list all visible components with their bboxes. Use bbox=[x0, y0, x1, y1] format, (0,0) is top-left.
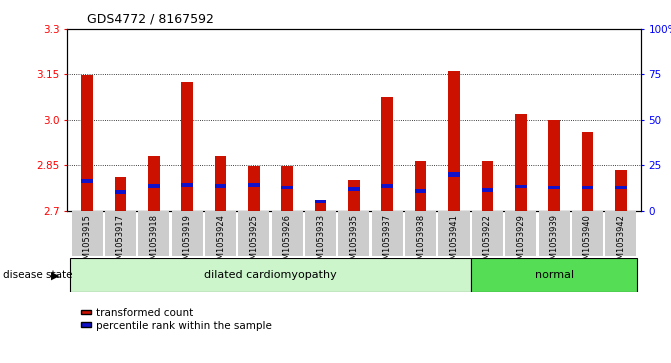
Text: GSM1053929: GSM1053929 bbox=[516, 214, 525, 270]
Text: GSM1053940: GSM1053940 bbox=[583, 214, 592, 270]
Text: transformed count: transformed count bbox=[96, 308, 193, 318]
Bar bbox=[181, 183, 193, 187]
Text: GSM1053917: GSM1053917 bbox=[116, 214, 125, 270]
Text: GSM1053938: GSM1053938 bbox=[416, 214, 425, 270]
Bar bbox=[348, 187, 360, 191]
Text: GSM1053937: GSM1053937 bbox=[383, 214, 392, 270]
Bar bbox=[215, 156, 226, 211]
FancyBboxPatch shape bbox=[438, 211, 470, 256]
Text: GSM1053935: GSM1053935 bbox=[350, 214, 358, 270]
FancyBboxPatch shape bbox=[105, 211, 136, 256]
Text: GSM1053941: GSM1053941 bbox=[450, 214, 458, 270]
Bar bbox=[248, 166, 260, 211]
FancyBboxPatch shape bbox=[70, 258, 470, 292]
Bar bbox=[482, 160, 493, 211]
Text: GSM1053924: GSM1053924 bbox=[216, 214, 225, 270]
Bar bbox=[548, 120, 560, 211]
Bar bbox=[615, 170, 627, 211]
FancyBboxPatch shape bbox=[338, 211, 370, 256]
FancyBboxPatch shape bbox=[205, 211, 236, 256]
Bar bbox=[181, 82, 193, 211]
Text: dilated cardiomyopathy: dilated cardiomyopathy bbox=[204, 270, 337, 280]
Text: GSM1053915: GSM1053915 bbox=[83, 214, 92, 270]
Bar bbox=[148, 184, 160, 188]
FancyBboxPatch shape bbox=[172, 211, 203, 256]
FancyBboxPatch shape bbox=[572, 211, 603, 256]
Bar bbox=[548, 186, 560, 189]
Bar bbox=[148, 156, 160, 211]
Text: normal: normal bbox=[535, 270, 574, 280]
Bar bbox=[582, 132, 593, 211]
Text: GSM1053919: GSM1053919 bbox=[183, 214, 192, 270]
Bar bbox=[382, 184, 393, 188]
FancyBboxPatch shape bbox=[272, 211, 303, 256]
Text: ▶: ▶ bbox=[50, 270, 59, 280]
FancyBboxPatch shape bbox=[72, 211, 103, 256]
Bar bbox=[448, 172, 460, 177]
Bar bbox=[448, 72, 460, 211]
Bar bbox=[315, 200, 326, 203]
Bar bbox=[415, 160, 427, 211]
Text: GSM1053922: GSM1053922 bbox=[483, 214, 492, 270]
Bar bbox=[615, 186, 627, 189]
Text: GSM1053925: GSM1053925 bbox=[250, 214, 258, 270]
FancyBboxPatch shape bbox=[138, 211, 169, 256]
Bar bbox=[81, 75, 93, 211]
Text: percentile rank within the sample: percentile rank within the sample bbox=[96, 321, 272, 331]
FancyBboxPatch shape bbox=[470, 258, 637, 292]
Bar bbox=[515, 114, 527, 211]
FancyBboxPatch shape bbox=[505, 211, 536, 256]
Text: GDS4772 / 8167592: GDS4772 / 8167592 bbox=[87, 13, 214, 26]
Text: GSM1053918: GSM1053918 bbox=[150, 214, 158, 270]
FancyBboxPatch shape bbox=[605, 211, 636, 256]
Bar bbox=[281, 186, 293, 189]
Bar bbox=[348, 180, 360, 211]
Bar bbox=[248, 183, 260, 187]
Bar bbox=[415, 189, 427, 193]
Bar bbox=[482, 188, 493, 192]
FancyBboxPatch shape bbox=[539, 211, 570, 256]
Bar bbox=[115, 177, 126, 211]
FancyBboxPatch shape bbox=[472, 211, 503, 256]
Bar bbox=[281, 166, 293, 211]
Bar bbox=[382, 97, 393, 211]
Text: GSM1053933: GSM1053933 bbox=[316, 214, 325, 270]
Text: disease state: disease state bbox=[3, 270, 73, 280]
Bar bbox=[215, 184, 226, 188]
FancyBboxPatch shape bbox=[372, 211, 403, 256]
Text: GSM1053942: GSM1053942 bbox=[616, 214, 625, 270]
Bar bbox=[81, 179, 93, 183]
Bar bbox=[315, 201, 326, 211]
FancyBboxPatch shape bbox=[238, 211, 270, 256]
FancyBboxPatch shape bbox=[405, 211, 436, 256]
FancyBboxPatch shape bbox=[305, 211, 336, 256]
Text: GSM1053926: GSM1053926 bbox=[282, 214, 292, 270]
Bar bbox=[582, 186, 593, 189]
Bar bbox=[115, 190, 126, 194]
Bar bbox=[515, 184, 527, 188]
Text: GSM1053939: GSM1053939 bbox=[550, 214, 558, 270]
